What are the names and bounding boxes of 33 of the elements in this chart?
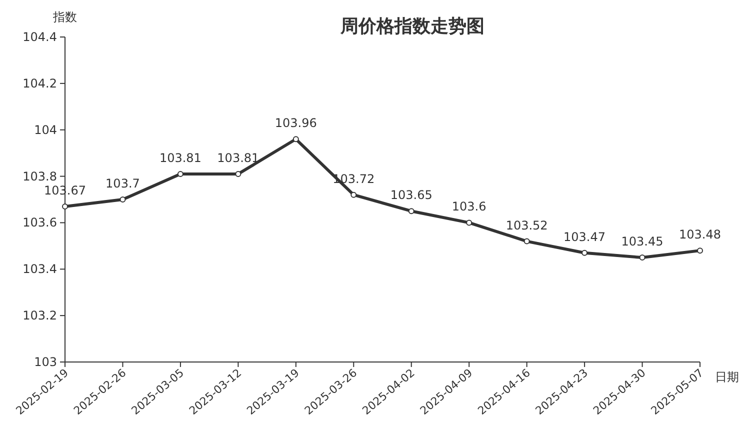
data-label: 103.47 [564,230,606,244]
point [350,192,357,198]
data-label: 103.52 [506,218,548,232]
x-axis-title: 日期 [715,370,739,384]
y-tick-label: 104.4 [22,30,57,44]
point [524,238,530,244]
y-axis-title: 指数 [52,10,77,24]
point [235,170,242,177]
y-tick-label: 103.8 [22,169,57,184]
point [697,248,703,254]
point [582,250,588,256]
data-label: 103.48 [679,228,721,242]
point [62,203,68,210]
point [292,136,299,142]
data-label: 103.81 [217,150,260,165]
point [120,196,126,202]
y-tick-label: 103 [34,355,57,369]
point [466,220,472,226]
y-tick-label: 104.2 [22,76,57,90]
data-label: 103.7 [106,176,140,190]
y-tick-label: 104 [34,122,57,137]
point [408,208,414,214]
data-label: 103.65 [390,188,432,202]
y-tick-label: 103.6 [22,216,57,230]
data-label: 103.6 [452,200,486,214]
data-label: 103.96 [274,116,317,130]
point [177,170,184,177]
point [639,254,646,261]
data-label: 103.81 [159,150,202,165]
data-label: 103.45 [621,234,664,249]
chart-title: 周价格指数走势图 [340,16,484,37]
y-tick-label: 103.2 [22,308,57,323]
y-tick-label: 103.4 [22,262,57,276]
